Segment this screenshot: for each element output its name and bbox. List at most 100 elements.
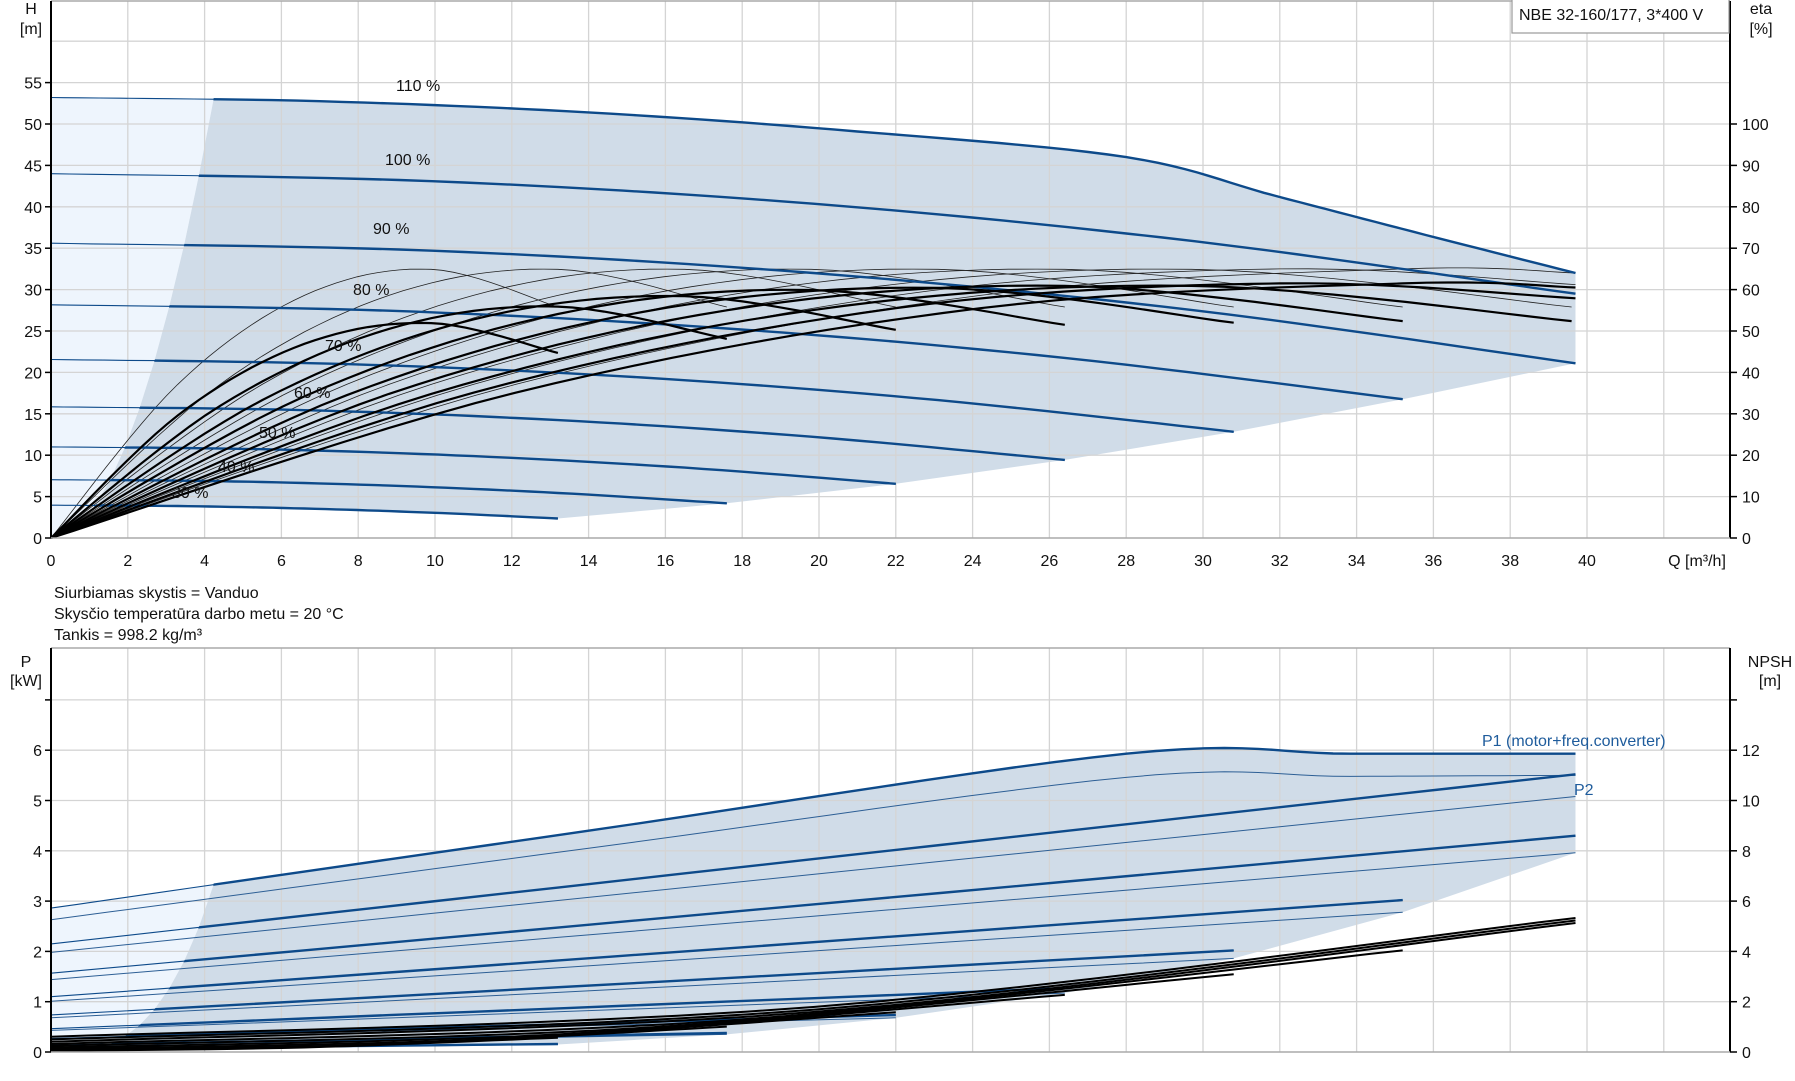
extended-area-top (51, 97, 214, 538)
eta-total-curve-30 (50, 321, 559, 539)
h-curve-90 (51, 242, 1576, 365)
h-curve-40 (51, 478, 727, 505)
h-tick-label: 10 (24, 448, 42, 465)
x-tick-label: 2 (123, 553, 132, 570)
p-tick-label: 5 (33, 794, 42, 811)
npsh-axis-label: NPSH (1748, 654, 1792, 671)
eta-total-curve-80 (50, 284, 1403, 540)
operating-area-shading (51, 97, 1576, 1052)
eta-pump-curve-50 (50, 268, 896, 539)
eta-tick-label: 60 (1742, 283, 1760, 300)
p-tick-label: 6 (33, 743, 42, 760)
eta-pump-curve-60 (50, 268, 1065, 539)
fluid-info-temperature: Skysčio temperatūra darbo metu = 20 °C (54, 606, 344, 623)
p2-curve-80 (50, 911, 1403, 1002)
eta-pump-curve-90 (50, 268, 1572, 539)
pump-model-label: NBE 32-160/177, 3*400 V (1519, 7, 1703, 24)
x-tick-label: 16 (657, 553, 675, 570)
x-tick-label: 6 (277, 553, 286, 570)
h-tick-label: 20 (24, 365, 42, 382)
speed-label-40: 40 % (218, 459, 254, 476)
h-curve-80 (51, 303, 1403, 401)
x-tick-label: 0 (47, 553, 56, 570)
eta-tick-label: 80 (1742, 200, 1760, 217)
eta-tick-label: 20 (1742, 448, 1760, 465)
h-tick-label: 0 (33, 531, 42, 548)
eta-pump-curve-110 (50, 267, 1576, 539)
x-tick-label: 26 (1041, 553, 1059, 570)
speed-label-80: 80 % (353, 282, 389, 299)
npsh-tick-label: 0 (1742, 1045, 1751, 1062)
p2-curve-100 (50, 796, 1576, 953)
eta-total-curve-90 (50, 284, 1572, 540)
speed-label-90: 90 % (373, 221, 409, 238)
h-tick-label: 25 (24, 324, 42, 341)
x-tick-label: 12 (503, 553, 521, 570)
npsh-tick-label: 12 (1742, 743, 1760, 760)
p-tick-label: 2 (33, 944, 42, 961)
h-tick-label: 35 (24, 241, 42, 258)
npsh-curve-90 (50, 922, 1576, 1043)
npsh-tick-label: 2 (1742, 995, 1751, 1012)
p2-curve-90 (50, 852, 1576, 981)
p2-curve-110 (50, 771, 1576, 921)
npsh-curve-80 (50, 949, 1403, 1045)
eta-total-curve-60 (50, 288, 1065, 539)
p1-curve-80 (51, 898, 1403, 998)
p2-curve-70 (50, 957, 1234, 1019)
npsh-tick-label: 6 (1742, 894, 1751, 911)
speed-label-60: 60 % (294, 385, 330, 402)
npsh-tick-label: 10 (1742, 794, 1760, 811)
eta-axis-label: eta (1750, 1, 1772, 18)
npsh-curve-30 (50, 1036, 558, 1052)
x-tick-label: 30 (1194, 553, 1212, 570)
eta-total-curve-100 (50, 282, 1576, 540)
x-tick-label: 36 (1425, 553, 1443, 570)
x-tick-label: 40 (1578, 553, 1596, 570)
p1-curve-100 (51, 773, 1576, 946)
p1-curve-60 (51, 986, 1065, 1030)
eta-tick-label: 90 (1742, 158, 1760, 175)
x-tick-label: 18 (733, 553, 751, 570)
h-curve-70 (51, 358, 1234, 433)
x-tick-label: 22 (887, 553, 905, 570)
eta-tick-label: 50 (1742, 324, 1760, 341)
axes: 0 2 4 6 8 10 12 14 16 18 20 22 24 26 28 30 32 34 36 38 40051… (24, 1, 1769, 1062)
h-axis-label: H (25, 1, 37, 18)
x-tick-label: 8 (354, 553, 363, 570)
speed-label-110: 110 % (396, 78, 440, 95)
x-tick-label: 4 (200, 553, 209, 570)
eta-total-curve-110 (50, 281, 1576, 540)
extended-area-bottom (51, 884, 214, 1052)
p-tick-label: 0 (33, 1045, 42, 1062)
p-axis-unit: [kW] (10, 673, 42, 690)
npsh-axis-unit: [m] (1759, 673, 1781, 690)
speed-label-50: 50 % (259, 425, 295, 442)
p-axis-label: P (21, 654, 32, 671)
npsh-curve-110 (50, 917, 1576, 1038)
x-tick-label: 32 (1271, 553, 1289, 570)
x-tick-label: 20 (810, 553, 828, 570)
npsh-curve-70 (50, 973, 1234, 1047)
x-tick-label: 34 (1348, 553, 1366, 570)
p1-curve-90 (51, 834, 1576, 975)
h-tick-label: 55 (24, 76, 42, 93)
eta-pump-curve-80 (50, 268, 1403, 539)
eta-tick-label: 30 (1742, 407, 1760, 424)
h-axis-unit: [m] (20, 21, 42, 38)
p-tick-label: 1 (33, 995, 42, 1012)
p-tick-label: 3 (33, 894, 42, 911)
h-curve-100 (51, 172, 1576, 295)
eta-tick-label: 100 (1742, 117, 1769, 134)
npsh-curve-100 (50, 919, 1576, 1041)
speed-label-70: 70 % (325, 338, 361, 355)
eta-total-curve-50 (50, 294, 896, 539)
p-tick-label: 4 (33, 844, 42, 861)
eta-pump-curve-100 (50, 268, 1576, 539)
eta-axis-unit: [%] (1749, 21, 1772, 38)
p1-label: P1 (motor+freq.converter) (1482, 733, 1666, 750)
fluid-info-density: Tankis = 998.2 kg/m³ (54, 627, 203, 644)
legend-box: NBE 32-160/177, 3*400 V (1511, 0, 1730, 34)
p1-curve-110 (51, 746, 1576, 910)
